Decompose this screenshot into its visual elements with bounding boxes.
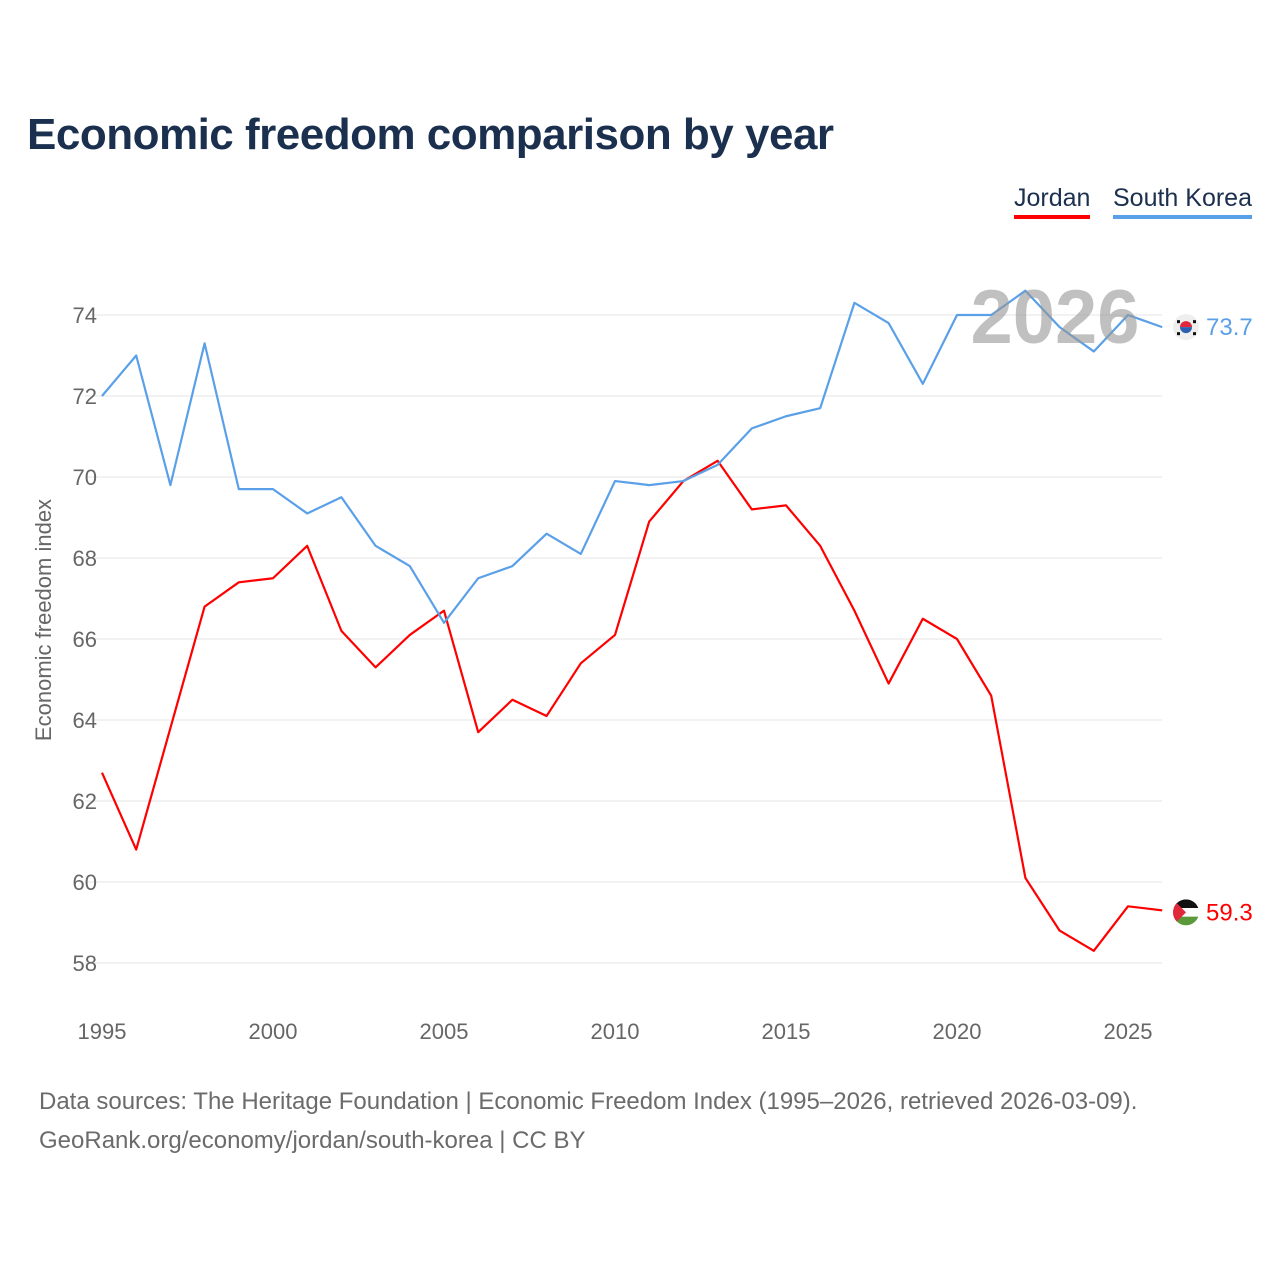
y-tick-label: 62 — [73, 789, 97, 814]
y-tick-label: 68 — [73, 546, 97, 571]
footer-link: GeoRank.org/economy/jordan/south-korea |… — [39, 1127, 586, 1154]
y-tick-label: 70 — [73, 465, 97, 490]
x-tick-label: 2015 — [762, 1019, 811, 1044]
legend-jordan[interactable]: Jordan — [1014, 184, 1091, 219]
x-tick-label: 2000 — [249, 1019, 298, 1044]
legend-south-korea[interactable]: South Korea — [1113, 184, 1252, 219]
x-tick-label: 2025 — [1104, 1019, 1153, 1044]
x-tick-label: 2020 — [933, 1019, 982, 1044]
series-line-south-korea — [101, 289, 1163, 624]
footer-sources: Data sources: The Heritage Foundation | … — [39, 1088, 1138, 1115]
year-watermark: 2026 — [970, 275, 1139, 360]
y-tick-label: 66 — [73, 627, 97, 652]
x-tick-label: 2005 — [420, 1019, 469, 1044]
south-korea-flag-icon — [1173, 314, 1199, 341]
y-tick-label: 58 — [73, 951, 97, 976]
end-value-label: 73.7 — [1206, 314, 1253, 341]
x-tick-label: 2010 — [591, 1019, 640, 1044]
chart-title: Economic freedom comparison by year — [27, 110, 834, 159]
y-tick-label: 64 — [73, 708, 97, 733]
jordan-flag-icon — [1173, 899, 1199, 926]
series-line-jordan — [100, 459, 1163, 952]
x-tick-label: 1995 — [78, 1019, 127, 1044]
y-tick-label: 72 — [73, 384, 97, 409]
y-axis-label: Economic freedom index — [31, 499, 56, 741]
end-value-label: 59.3 — [1206, 899, 1253, 926]
y-tick-label: 74 — [73, 303, 97, 328]
y-tick-label: 60 — [73, 870, 97, 895]
